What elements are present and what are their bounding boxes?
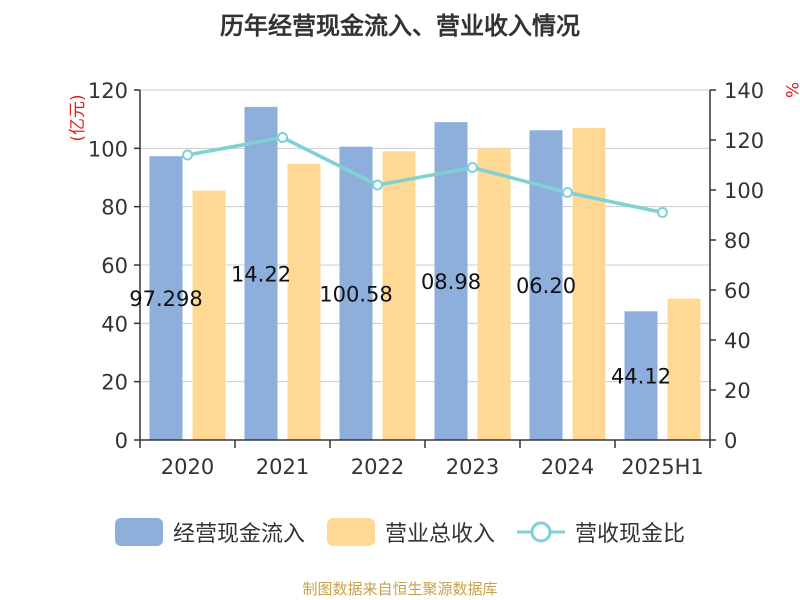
bar-cash-inflow (529, 130, 563, 440)
right-tick-label: 120 (724, 129, 764, 153)
axes: 0 20 40 60 80 100 120 0 20 40 60 80 100 120 140 (亿元)% 20… (68, 79, 800, 479)
legend-swatch-cash-inflow (114, 518, 163, 546)
grid-lines (140, 89, 710, 383)
right-tick-label: 80 (724, 229, 751, 253)
bar-revenue (287, 163, 321, 440)
x-tick-label: 2021 (256, 455, 309, 479)
bar-revenue (382, 151, 416, 440)
bar-cash-inflow (149, 156, 183, 440)
x-tick-label: 2025H1 (621, 455, 704, 479)
x-tick-label: 2024 (541, 455, 594, 479)
bar-cash-inflow (624, 311, 658, 440)
bar-revenue (477, 148, 511, 441)
x-tick-label: 2020 (161, 455, 214, 479)
ratio-point (657, 207, 668, 218)
bar-revenue (667, 298, 701, 440)
ratio-point (277, 132, 288, 143)
left-tick-label: 120 (88, 79, 128, 103)
chart-area: 0 20 40 60 80 100 120 0 20 40 60 80 100 120 140 (亿元)% 20… (68, 79, 800, 479)
left-tick-label: 60 (101, 254, 128, 278)
x-tick-label: 2023 (446, 455, 499, 479)
bar-cash-inflow (244, 106, 278, 440)
legend-item-revenue[interactable]: 营业总收入 (326, 516, 495, 548)
data-label: 14.22 (231, 262, 291, 286)
data-labels: 97.298 14.22 100.58 08.98 06.20 44.12 (129, 262, 671, 388)
chart-title: 历年经营现金流入、营业收入情况 (220, 12, 580, 40)
right-tick-label: 140 (724, 79, 764, 103)
legend-item-cash-inflow[interactable]: 经营现金流入 (114, 516, 305, 548)
ratio-point (182, 149, 193, 161)
ratio-polyline (187, 135, 663, 215)
legend-label-cash-inflow: 经营现金流入 (172, 522, 305, 547)
bars (149, 106, 701, 441)
left-tick-label: 40 (101, 312, 128, 336)
ratio-point (372, 179, 383, 191)
bar-revenue (572, 127, 606, 441)
data-label: 08.98 (421, 270, 481, 294)
left-tick-label: 0 (115, 429, 128, 453)
legend: 经营现金流入 营业总收入 营收现金比 (0, 516, 800, 548)
left-tick-label: 20 (101, 371, 128, 395)
legend-swatch-revenue (326, 518, 375, 546)
bar-revenue (192, 190, 226, 440)
right-tick-label: 40 (724, 329, 751, 353)
data-label: 44.12 (611, 365, 671, 389)
legend-label-ratio: 营收现金比 (575, 522, 686, 547)
ratio-point (562, 187, 573, 198)
legend-label-revenue: 营业总收入 (384, 522, 495, 547)
ratio-point (467, 162, 478, 173)
ratio-line (182, 132, 668, 218)
x-tick-label: 2022 (351, 455, 404, 479)
data-label: 97.298 (129, 287, 202, 311)
right-tick-label: 100 (724, 179, 764, 203)
legend-swatch-ratio (517, 521, 565, 543)
left-tick-label: 80 (101, 196, 128, 220)
left-axis-label: (亿元) (68, 94, 88, 141)
bar-cash-inflow (339, 146, 373, 440)
right-tick-label: 20 (724, 379, 751, 403)
right-axis-label: % (781, 82, 800, 98)
right-tick-label: 60 (724, 279, 751, 303)
source-note: 制图数据来自恒生聚源数据库 (302, 580, 498, 598)
data-label: 100.58 (319, 282, 392, 306)
left-tick-label: 100 (88, 137, 128, 161)
legend-item-ratio[interactable]: 营收现金比 (517, 516, 685, 548)
right-tick-label: 0 (724, 429, 737, 453)
data-label: 06.20 (516, 274, 576, 298)
